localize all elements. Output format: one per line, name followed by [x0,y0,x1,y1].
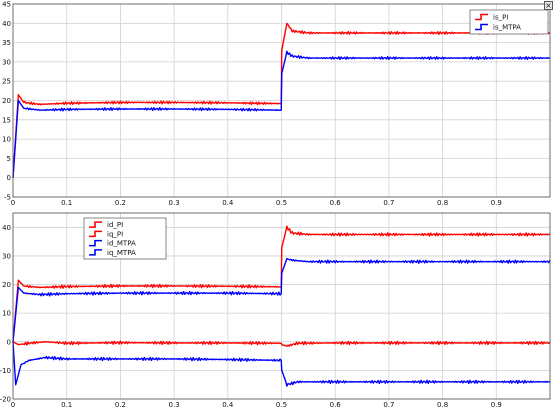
legend-entry: id_PI [107,221,123,229]
legend-swatch [89,230,102,238]
x-tick-label: 0.5 [276,199,287,207]
legend-swatch [89,221,102,228]
y-tick-label: -20 [0,396,11,404]
legend-entry: is_PI [493,14,508,22]
x-tick-label: 0.7 [383,199,394,207]
x-tick-label: 0.3 [169,199,180,207]
y-tick-label: 10 [2,310,11,318]
x-tick-label: 0.1 [61,199,72,207]
y-tick-label: 25 [2,78,11,86]
x-tick-label: 0 [11,199,15,207]
y-tick-label: 20 [2,97,11,105]
is-comparison-plot[interactable]: 0 0.1 0.2 0.3 0.4 0.5 0.6 0.7 0.8 0.9-50510152025… [2,1,551,208]
y-tick-label: 40 [2,20,11,28]
y-tick-label: 5 [7,155,11,163]
legend-entry: is_MTPA [493,24,521,32]
y-tick-label: 45 [2,1,11,9]
x-tick-label: 0.4 [222,401,234,409]
legend-box [83,217,167,260]
legend-entry: iq_MTPA [107,249,136,257]
legend-swatch [475,13,488,21]
x-tick-label: 0.9 [491,401,502,409]
x-tick-label: 0.6 [330,401,342,409]
y-tick-label: 40 [2,224,11,232]
x-tick-label: 0.7 [383,401,394,409]
series-line-iq-mtpa [12,257,551,342]
legend-swatch [475,23,488,31]
series-line-is-mtpa [12,50,551,178]
y-tick-label: 20 [2,281,11,289]
y-tick-label: 0 [7,174,11,182]
x-tick-label: 0.6 [330,199,342,207]
y-tick-label: -5 [4,194,11,202]
close-icon: × [545,1,552,10]
close-button[interactable]: × [544,1,553,10]
x-tick-label: 0.3 [169,401,180,409]
y-tick-label: 35 [2,39,11,47]
series-line-iq-pi [12,225,551,342]
series-line-id-pi [12,340,551,347]
y-tick-label: -10 [0,367,11,375]
x-tick-label: 0.9 [491,199,502,207]
legend-entry: iq_PI [107,230,123,238]
legend-swatch [89,249,102,256]
x-tick-label: 0.8 [437,199,448,207]
y-tick-label: 0 [7,338,11,346]
y-tick-label: 30 [2,58,11,66]
x-tick-label: 0.2 [115,199,126,207]
x-tick-label: 0.4 [222,199,234,207]
axes-frame [12,3,551,198]
y-tick-label: 15 [2,116,11,124]
x-tick-label: 0 [11,401,15,409]
x-tick-label: 0.2 [115,401,126,409]
y-tick-label: 30 [2,252,11,260]
x-tick-label: 0.5 [276,401,287,409]
series-line-id-mtpa [12,341,551,387]
legend-entry: id_MTPA [107,240,136,248]
x-tick-label: 0.1 [61,401,72,409]
axes-frame [12,212,551,400]
legend: is_PI is_MTPA [469,9,549,35]
x-tick-label: 0.8 [437,401,448,409]
legend-swatch [89,239,102,247]
dq-current-plot[interactable]: 0 0.1 0.2 0.3 0.4 0.5 0.6 0.7 0.8 0.9 -20 -10 0 10 20 3… [0,212,551,409]
y-tick-label: 10 [2,136,11,144]
